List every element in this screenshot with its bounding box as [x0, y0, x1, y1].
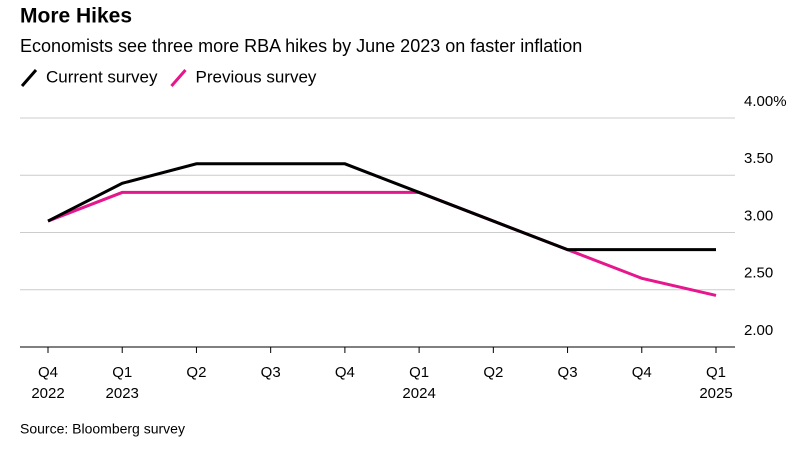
x-tick-year: 2023: [106, 385, 139, 402]
x-tick-label: Q4: [335, 364, 355, 381]
x-tick-label: Q2: [483, 364, 503, 381]
x-tick-label: Q3: [261, 364, 281, 381]
series-line: [47, 190, 717, 297]
y-tick-label: 3.00: [744, 207, 773, 224]
source-note: Source: Bloomberg survey: [20, 421, 185, 437]
legend-swatch: [20, 69, 38, 87]
x-tick-label: Q1: [409, 364, 429, 381]
x-tick-label: Q2: [186, 364, 206, 381]
series-line: [47, 162, 716, 252]
legend-label: Current survey: [46, 67, 158, 86]
legend-swatch: [170, 69, 187, 87]
legend-label: Previous survey: [195, 67, 316, 86]
y-tick-label: 2.50: [744, 265, 773, 282]
chart-title: More Hikes: [20, 5, 132, 28]
y-tick-label: 4.00%: [744, 93, 787, 110]
x-tick-label: Q4: [38, 364, 58, 381]
x-tick-label: Q3: [558, 364, 578, 381]
x-tick-label: Q1: [706, 364, 726, 381]
x-tick-label: Q1: [112, 364, 132, 381]
x-tick-year: 2024: [402, 385, 435, 402]
chart-subtitle: Economists see three more RBA hikes by J…: [20, 36, 582, 56]
x-tick-label: Q4: [632, 364, 652, 381]
x-tick-year: 2025: [699, 385, 732, 402]
x-tick-year: 2022: [31, 385, 64, 402]
y-tick-label: 3.50: [744, 150, 773, 167]
y-tick-label: 2.00: [744, 322, 773, 339]
